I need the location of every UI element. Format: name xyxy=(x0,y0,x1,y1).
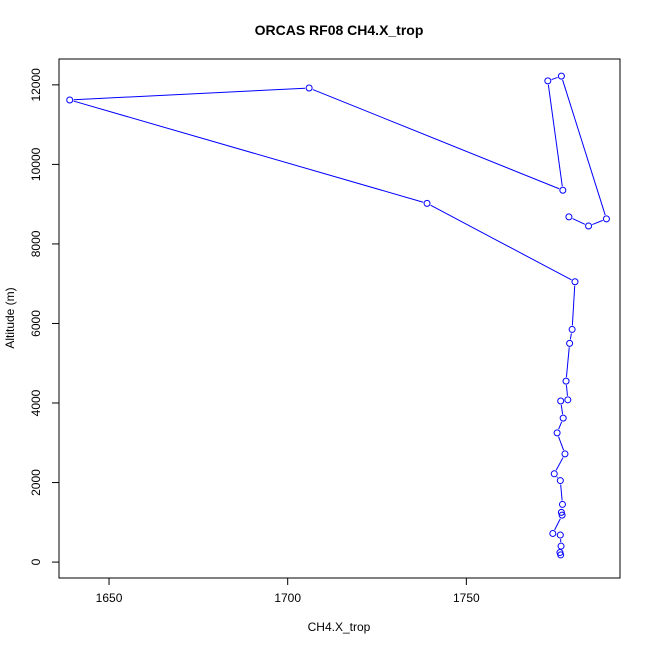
x-axis: 1650 1700 1750 xyxy=(96,577,480,605)
data-point xyxy=(423,199,431,207)
data-point xyxy=(544,77,552,85)
data-point xyxy=(553,429,561,437)
y-axis: 0 2000 4000 6000 8000 10000 12000 xyxy=(29,68,60,565)
data-point xyxy=(556,531,564,539)
series-segment xyxy=(565,385,568,396)
data-point xyxy=(564,396,572,404)
y-tick-label: 0 xyxy=(29,558,43,565)
data-point xyxy=(585,222,593,230)
x-tick-label: 1650 xyxy=(96,591,123,605)
data-point xyxy=(66,96,74,104)
data-point xyxy=(571,278,579,286)
chart-title: ORCAS RF08 CH4.X_trop xyxy=(255,22,424,38)
data-point xyxy=(556,549,564,557)
series-segment xyxy=(562,79,606,216)
series-segment xyxy=(560,404,564,415)
series-segment xyxy=(592,219,603,226)
y-tick-label: 2000 xyxy=(29,469,43,496)
series-segment xyxy=(572,218,586,225)
series-segment xyxy=(556,476,559,478)
x-tick-label: 1700 xyxy=(274,591,301,605)
data-point xyxy=(550,470,558,478)
data-point xyxy=(559,186,567,194)
data-point xyxy=(549,529,557,537)
series-segment xyxy=(547,84,563,187)
y-tick-label: 6000 xyxy=(29,310,43,337)
y-tick-label: 8000 xyxy=(29,230,43,257)
data-point xyxy=(557,542,565,550)
series-segment xyxy=(555,457,564,471)
series-segment xyxy=(73,100,424,203)
series-layer xyxy=(66,72,610,559)
series-segment xyxy=(558,421,563,430)
data-point xyxy=(559,414,567,422)
data-point xyxy=(557,508,565,516)
data-point xyxy=(558,500,566,508)
data-point xyxy=(557,397,565,405)
data-point xyxy=(565,213,573,221)
series-segment xyxy=(560,484,563,501)
series-segment xyxy=(571,285,576,326)
series-segment xyxy=(551,76,558,81)
data-point xyxy=(602,215,610,223)
y-tick-label: 10000 xyxy=(29,147,43,181)
series-segment xyxy=(569,333,572,340)
data-point xyxy=(557,72,565,80)
y-tick-label: 12000 xyxy=(29,68,43,102)
data-point xyxy=(562,377,570,385)
series-segment xyxy=(558,436,565,451)
series-segment xyxy=(312,89,560,190)
data-point xyxy=(561,450,569,458)
series-segment xyxy=(565,347,570,378)
data-point xyxy=(568,325,576,333)
data-point xyxy=(305,84,313,92)
data-point xyxy=(556,477,564,485)
series-segment xyxy=(430,204,572,281)
data-point xyxy=(566,339,574,347)
y-tick-label: 4000 xyxy=(29,389,43,416)
x-tick-label: 1750 xyxy=(453,591,480,605)
series-segment xyxy=(554,518,561,531)
x-axis-label: CH4.X_trop xyxy=(308,620,371,634)
y-axis-label: Altitude (m) xyxy=(3,287,17,348)
series-segment xyxy=(73,87,306,101)
data-point xyxy=(558,511,566,519)
